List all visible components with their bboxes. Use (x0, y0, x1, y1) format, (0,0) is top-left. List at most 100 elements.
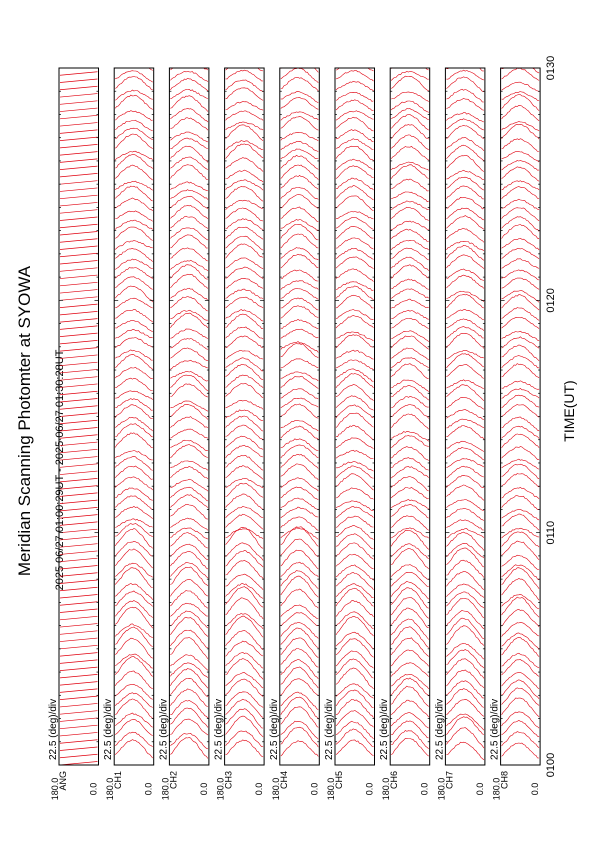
scan-trace (280, 549, 319, 570)
scan-trace (115, 89, 153, 101)
trace-group (59, 71, 98, 765)
scan-trace (446, 176, 485, 191)
scan-line (59, 732, 98, 737)
y-top-label: 180.0 (436, 778, 446, 801)
scan-trace (446, 364, 485, 379)
scan-trace (446, 658, 485, 679)
scan-trace (115, 297, 153, 309)
scan-trace (390, 677, 429, 697)
scan-trace (446, 384, 485, 402)
scan-trace (170, 566, 209, 586)
scan-trace (170, 707, 209, 728)
scan-trace (446, 332, 485, 349)
scan-trace (446, 397, 485, 410)
scan-trace (170, 189, 209, 200)
scale-label: 22.5 (deg)/div (269, 699, 280, 760)
scan-trace (280, 297, 319, 311)
scan-trace (335, 739, 374, 756)
scan-trace (280, 696, 319, 720)
scan-trace (170, 532, 209, 549)
scan-line (59, 85, 98, 91)
scan-trace (280, 77, 319, 92)
scan-trace (501, 207, 540, 221)
scan-line (59, 136, 98, 141)
scan-trace (170, 486, 209, 502)
scan-trace (280, 477, 319, 492)
scan-trace (501, 697, 540, 718)
scan-trace (225, 444, 264, 459)
scan-trace (501, 404, 540, 418)
scan-trace (390, 529, 429, 550)
scan-trace (225, 399, 264, 410)
scan-trace (391, 347, 429, 360)
scan-trace (225, 87, 264, 101)
x-tick-label: 0120 (545, 288, 557, 312)
scan-line (59, 507, 98, 512)
scan-trace (335, 615, 374, 637)
scan-trace (391, 674, 429, 690)
scan-trace (390, 466, 429, 479)
scan-trace (501, 307, 540, 321)
scan-trace (446, 254, 485, 269)
scan-trace (115, 377, 153, 391)
scan-trace (501, 355, 540, 369)
scan-trace (115, 450, 153, 461)
scan-trace (225, 678, 264, 697)
scan-line (59, 93, 98, 98)
x-tick-label: 0130 (545, 56, 557, 80)
scan-trace (501, 68, 540, 81)
scan-line (59, 173, 98, 178)
scan-trace (170, 156, 209, 170)
scan-trace (446, 571, 485, 590)
scan-trace (280, 740, 319, 757)
scan-trace (391, 515, 429, 531)
scan-line (59, 586, 98, 592)
scan-trace (280, 397, 319, 409)
scan-line (59, 245, 98, 250)
scan-trace (170, 616, 209, 637)
scan-trace (391, 499, 429, 509)
scan-line (59, 158, 98, 163)
scan-trace (335, 91, 374, 102)
scan-line (59, 412, 98, 417)
scan-trace (446, 88, 484, 103)
scan-trace (280, 666, 319, 689)
scan-trace (225, 698, 264, 718)
scan-trace (501, 198, 540, 210)
scan-trace (446, 447, 485, 461)
scan-trace (280, 658, 319, 679)
scan-trace (335, 500, 374, 511)
scan-trace (335, 138, 374, 150)
scan-trace (114, 285, 153, 303)
scan-trace (170, 296, 208, 312)
scan-trace (446, 547, 485, 568)
scan-trace (446, 318, 485, 331)
scan-trace (446, 465, 484, 479)
scan-trace (115, 197, 153, 212)
scan-trace (446, 185, 484, 200)
scan-line (59, 325, 98, 330)
scan-trace (335, 689, 374, 708)
panel-frame (113, 67, 155, 766)
scan-trace (501, 731, 540, 749)
scan-trace (225, 309, 264, 322)
scan-trace (170, 602, 208, 617)
scan-trace (225, 68, 264, 72)
scan-trace (280, 627, 319, 648)
scan-trace (280, 154, 319, 170)
scan-trace (335, 110, 374, 121)
scan-trace (446, 528, 485, 539)
scan-line (59, 601, 98, 606)
scan-trace (391, 200, 429, 211)
scan-line (59, 165, 98, 170)
scan-trace (390, 161, 429, 171)
channel-label: CH3 (224, 771, 234, 789)
scan-trace (335, 728, 374, 747)
scan-trace (335, 631, 374, 649)
scan-line (59, 187, 98, 192)
trace-group (280, 68, 319, 757)
scan-trace (170, 374, 209, 392)
scan-trace (446, 699, 485, 717)
scan-trace (335, 699, 374, 718)
